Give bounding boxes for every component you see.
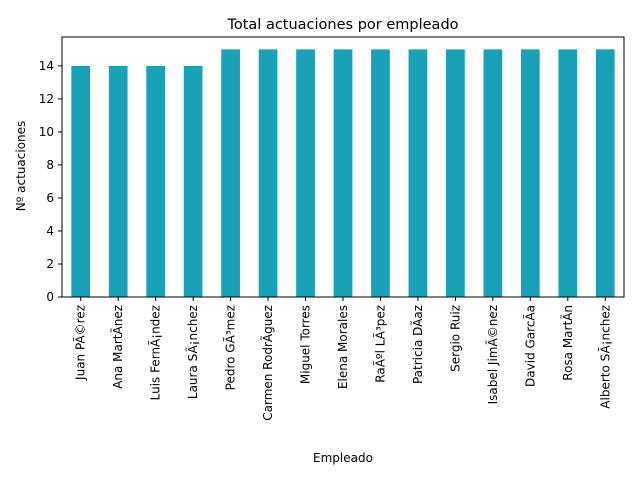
bar <box>296 49 315 297</box>
bar <box>221 49 240 297</box>
y-tick-label: 2 <box>46 257 54 271</box>
y-tick-label: 6 <box>46 191 54 205</box>
x-tick-label: Patricia DÃ­az <box>410 305 425 384</box>
x-tick-label: Pedro GÃ³mez <box>223 305 238 390</box>
y-axis: 0 2 4 6 8 10 12 14 <box>39 59 62 304</box>
x-tick-label: Juan PÃ©rez <box>73 305 88 381</box>
x-tick-label: Elena Morales <box>336 305 350 389</box>
y-tick-label: 8 <box>46 158 54 172</box>
x-axis: Juan PÃ©rez Ana MartÃ­nez Luis FernÃ¡ndez L… <box>73 297 612 421</box>
y-tick-label: 14 <box>39 59 54 73</box>
x-tick-label: Alberto SÃ¡nchez <box>597 305 612 409</box>
y-tick-label: 10 <box>39 125 54 139</box>
bar <box>558 49 578 297</box>
bar <box>258 49 278 297</box>
x-tick-label: Ana MartÃ­nez <box>110 305 125 389</box>
x-tick-label: David GarcÃ­a <box>522 305 537 387</box>
y-tick-label: 4 <box>46 224 54 238</box>
bars-group <box>71 49 615 297</box>
bar <box>108 65 128 297</box>
x-tick-label: RaÃºl LÃ³pez <box>372 305 387 383</box>
y-tick-label: 12 <box>39 92 54 106</box>
x-axis-label: Empleado <box>313 451 373 465</box>
bar <box>333 49 353 297</box>
x-tick-label: Laura SÃ¡nchez <box>185 305 200 399</box>
bar <box>408 49 428 297</box>
x-tick-label: Isabel JimÃ©nez <box>485 305 500 404</box>
bar <box>371 49 390 297</box>
bar <box>446 49 465 297</box>
x-tick-label: Sergio Ruiz <box>448 305 462 372</box>
y-axis-label: Nº actuaciones <box>14 121 28 212</box>
plot-frame <box>61 36 625 298</box>
x-tick-label: Rosa MartÃ­n <box>560 305 575 381</box>
x-tick-label: Luis FernÃ¡ndez <box>148 305 163 400</box>
bar <box>71 65 91 297</box>
y-tick-label: 0 <box>46 290 54 304</box>
chart-title: Total actuaciones por empleado <box>226 17 458 33</box>
x-tick-label: Miguel Torres <box>299 305 313 384</box>
bar <box>520 49 540 297</box>
bar <box>483 49 503 297</box>
x-tick-label: Carmen RodrÃ­guez <box>260 305 275 421</box>
bar <box>146 65 166 297</box>
bar <box>595 49 615 297</box>
bar <box>183 65 203 297</box>
